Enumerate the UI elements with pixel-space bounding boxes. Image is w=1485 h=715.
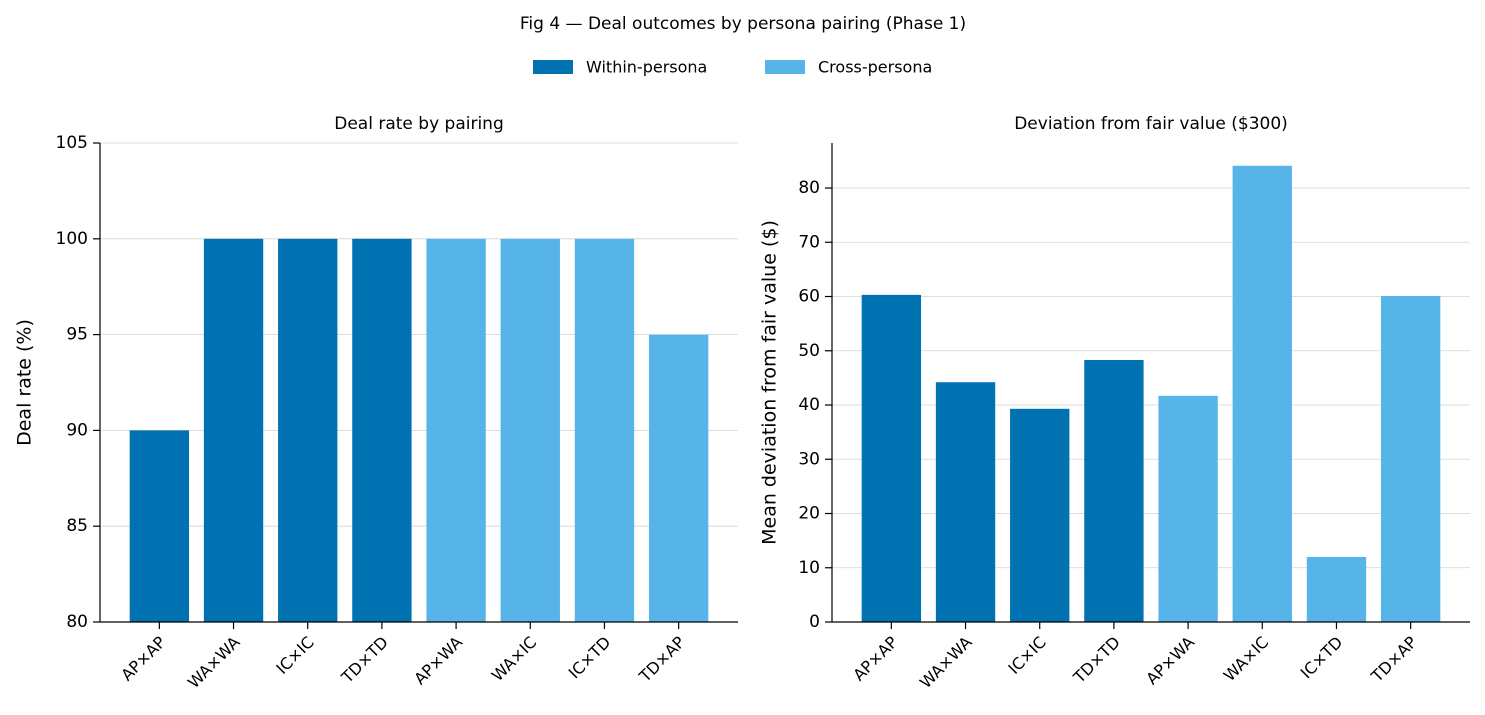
bar <box>1010 408 1070 622</box>
panel-title: Deviation from fair value ($300) <box>1014 114 1288 134</box>
y-tick-label: 10 <box>798 558 820 578</box>
x-tick-label: AP×AP <box>117 632 169 684</box>
x-tick-label: TD×AP <box>1367 632 1421 686</box>
figure-title: Fig 4 — Deal outcomes by persona pairing… <box>520 14 966 34</box>
x-tick-label: WA×IC <box>488 633 540 685</box>
x-tick-label: WA×IC <box>1220 633 1272 685</box>
x-tick-label: IC×IC <box>272 633 317 678</box>
y-axis-label: Mean deviation from fair value ($) <box>759 220 781 545</box>
legend-label: Within-persona <box>586 58 707 77</box>
bar <box>129 430 190 622</box>
bar <box>352 238 412 623</box>
y-tick-label: 70 <box>798 232 820 252</box>
y-tick-label: 100 <box>56 229 88 249</box>
bar <box>1306 556 1367 622</box>
legend-label: Cross-persona <box>818 58 932 77</box>
x-tick-label: WA×WA <box>184 633 244 693</box>
y-tick-label: 0 <box>809 612 820 632</box>
y-tick-label: 50 <box>798 341 820 361</box>
x-tick-label: IC×TD <box>1297 633 1347 683</box>
bar <box>935 382 996 622</box>
bar <box>1232 165 1292 622</box>
bar <box>1158 395 1218 622</box>
y-tick-label: 20 <box>798 504 820 524</box>
bar <box>648 334 709 622</box>
y-tick-label: 30 <box>798 449 820 469</box>
y-tick-label: 95 <box>66 325 88 345</box>
bar <box>278 238 338 623</box>
x-tick-label: AP×WA <box>410 633 466 689</box>
bar <box>500 238 560 623</box>
bar <box>203 238 264 623</box>
legend-swatch <box>533 60 573 74</box>
x-tick-label: AP×AP <box>849 632 901 684</box>
y-axis-label: Deal rate (%) <box>14 319 36 446</box>
y-tick-label: 40 <box>798 395 820 415</box>
bar <box>1380 295 1441 622</box>
y-tick-label: 60 <box>798 287 820 307</box>
x-tick-label: AP×WA <box>1142 633 1198 689</box>
y-tick-label: 80 <box>798 178 820 198</box>
x-tick-label: TD×TD <box>337 633 392 688</box>
x-tick-label: TD×TD <box>1069 633 1124 688</box>
x-tick-label: TD×AP <box>635 632 689 686</box>
x-tick-label: WA×WA <box>916 633 976 693</box>
bar <box>1084 359 1144 622</box>
y-tick-label: 105 <box>56 133 88 153</box>
bar <box>426 238 486 623</box>
x-tick-label: IC×IC <box>1004 633 1049 678</box>
bar <box>861 294 922 622</box>
legend-swatch <box>765 60 805 74</box>
x-tick-label: IC×TD <box>565 633 615 683</box>
y-tick-label: 80 <box>66 612 88 632</box>
y-tick-label: 85 <box>66 516 88 536</box>
y-tick-label: 90 <box>66 420 88 440</box>
panel-title: Deal rate by pairing <box>334 114 504 134</box>
bar <box>574 238 635 623</box>
